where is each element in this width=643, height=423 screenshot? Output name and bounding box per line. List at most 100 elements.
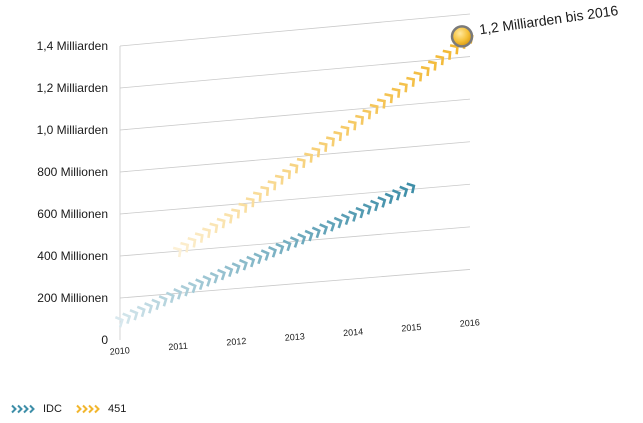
chevron-mark [355, 206, 365, 219]
chevron-mark [275, 242, 285, 255]
legend-label: IDC [43, 403, 62, 415]
x-tick-label: 2010 [109, 345, 130, 357]
chevron-mark [362, 203, 372, 215]
chevron-mark [260, 185, 270, 196]
x-tick-label: 2016 [459, 317, 480, 329]
chevron-mark [325, 136, 335, 147]
chevron-mark [377, 196, 387, 208]
gridline [119, 183, 471, 215]
chevron-mark [223, 212, 233, 224]
gridline [119, 141, 471, 173]
x-tick-label: 2012 [226, 336, 247, 348]
chevron-mark [173, 287, 183, 300]
chevron-mark [151, 298, 161, 311]
chevron-mark [231, 262, 241, 274]
chevron-mark [245, 197, 255, 208]
chevron-mark [384, 92, 394, 104]
chevron-mark [202, 275, 212, 287]
legend-label: 451 [107, 403, 127, 415]
chevron-mark [144, 302, 154, 314]
chevron-mark [195, 278, 205, 291]
chevron-mark [216, 217, 226, 229]
chevron-mark [340, 213, 350, 226]
chevron-mark [187, 237, 197, 248]
chevron-mark [209, 222, 219, 234]
chevron-mark [398, 82, 408, 93]
chevron-mark [333, 130, 343, 142]
chevron-mark [340, 125, 350, 136]
y-axis: 0 200 Millionen 400 Millionen 600 Millionen… [37, 39, 109, 347]
chevron-mark [246, 255, 256, 268]
chevron-mark [420, 65, 430, 77]
chevron-mark [194, 232, 204, 243]
chevron-mark [253, 252, 263, 265]
chevron-mark [391, 87, 401, 98]
chevron-mark [180, 241, 190, 253]
x-tick-label: 2011 [168, 341, 188, 353]
chevron-mark [384, 192, 394, 205]
chevron-mark [282, 169, 292, 180]
annotation-text: 1,2 Milliarden bis 2016 [478, 2, 619, 37]
chevron-mark [311, 226, 321, 239]
x-tick-label: 2014 [343, 327, 364, 339]
gridline [119, 56, 471, 89]
gridline [119, 98, 471, 131]
chevron-mark [209, 271, 219, 284]
chevron-mark [252, 191, 262, 202]
chevron-mark [180, 284, 190, 297]
gridlines [119, 13, 471, 340]
chevron-mark [304, 229, 314, 242]
chevron-mark [238, 202, 248, 213]
chevron-mark [274, 174, 284, 185]
x-tick-label: 2015 [401, 322, 422, 334]
chevron-mark [391, 189, 401, 201]
chevron-mark [376, 98, 386, 109]
chevron-mark [268, 246, 277, 258]
y-tick-label: 1,2 Milliarden [37, 81, 108, 95]
series-451 [172, 32, 474, 258]
chevron-mark [238, 258, 248, 271]
chevron-mark [370, 199, 380, 212]
chevron-mark [129, 309, 139, 321]
chevron-mark [172, 246, 182, 258]
annotation: 1,2 Milliarden bis 2016 [450, 2, 619, 48]
chevron-mark [413, 71, 423, 82]
chevron-mark [217, 268, 226, 281]
gridline [119, 269, 471, 299]
chevron-mark [348, 210, 358, 222]
chevron-mark [326, 220, 336, 232]
chevron-mark [289, 236, 299, 248]
chevron-mark [362, 109, 372, 120]
chevron-mark [282, 239, 292, 252]
chevron-mark [224, 265, 234, 278]
legend-item-451: 451 [74, 403, 126, 415]
chevron-mark [347, 120, 357, 131]
chevron-mark [318, 141, 328, 152]
chevron-mark [122, 312, 132, 325]
y-tick-label: 800 Millionen [37, 165, 108, 179]
chevron-mark [231, 208, 241, 219]
series-idc [114, 182, 416, 328]
x-axis: 2010 2011 2012 2013 2014 2015 2016 [109, 317, 480, 357]
chevron-mark [399, 185, 409, 198]
chevron-mark [319, 223, 329, 235]
chevron-mark [136, 305, 146, 318]
chevron-mark [333, 216, 343, 229]
gridline [119, 226, 471, 257]
chevron-mark [187, 281, 197, 294]
chevron-mark [114, 316, 124, 328]
chevron-icon [9, 404, 37, 414]
chevron-mark [311, 147, 321, 158]
chevron-mark [406, 76, 416, 87]
chevron-mark [296, 157, 306, 169]
chevron-mark [267, 180, 277, 191]
y-tick-label: 0 [101, 333, 108, 347]
chevron-icon [74, 404, 102, 414]
y-tick-label: 1,4 Milliarden [37, 39, 108, 53]
chevron-mark [449, 44, 459, 55]
legend: IDC 451 [9, 403, 138, 415]
chevron-mark [202, 227, 212, 239]
legend-item-idc: IDC [9, 403, 62, 415]
chevron-mark [435, 55, 445, 66]
